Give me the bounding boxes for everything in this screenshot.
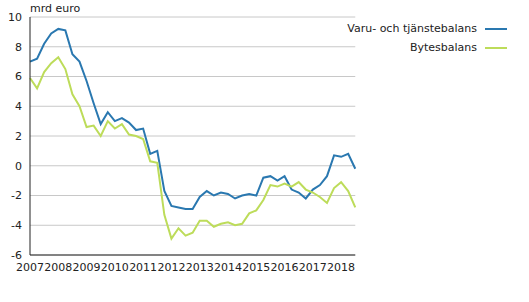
- svg-text:2009: 2009: [73, 261, 101, 274]
- svg-text:2015: 2015: [242, 261, 270, 274]
- svg-text:2013: 2013: [186, 261, 214, 274]
- svg-text:4: 4: [15, 100, 22, 113]
- svg-text:10: 10: [8, 11, 22, 24]
- svg-text:2017: 2017: [299, 261, 327, 274]
- svg-text:-6: -6: [11, 249, 22, 262]
- svg-text:6: 6: [15, 70, 22, 83]
- svg-text:2014: 2014: [214, 261, 242, 274]
- svg-text:2012: 2012: [157, 261, 185, 274]
- svg-text:-4: -4: [11, 219, 22, 232]
- html-text:mrd euro: mrd euro: [30, 2, 81, 15]
- svg-text:2016: 2016: [271, 261, 299, 274]
- svg-text:2010: 2010: [101, 261, 129, 274]
- html-text:Bytesbalans: Bytesbalans: [409, 41, 477, 54]
- svg-text:0: 0: [15, 160, 22, 173]
- svg-text:2007: 2007: [16, 261, 44, 274]
- svg-text:2: 2: [15, 130, 22, 143]
- svg-text:2011: 2011: [129, 261, 157, 274]
- svg-text:-2: -2: [11, 189, 22, 202]
- svg-text:2008: 2008: [44, 261, 72, 274]
- html-text:Varu- och tjänstebalans: Varu- och tjänstebalans: [347, 22, 477, 35]
- svg-text:8: 8: [15, 41, 22, 54]
- svg-text:2018: 2018: [327, 261, 355, 274]
